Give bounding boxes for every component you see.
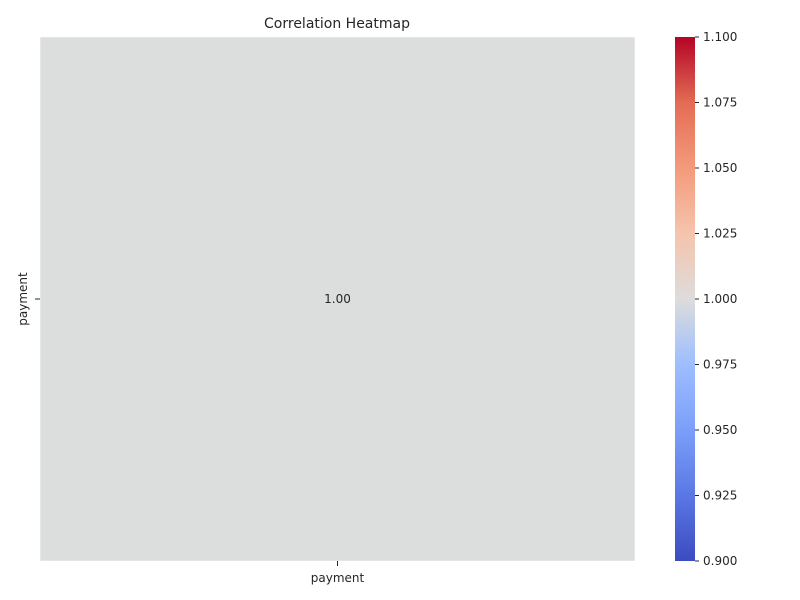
heatmap-cells bbox=[39, 36, 636, 562]
colorbar-tick-label: 1.050 bbox=[703, 161, 737, 175]
colorbar-tick-label: 1.025 bbox=[703, 227, 737, 241]
colorbar-tick-label: 1.000 bbox=[703, 292, 737, 306]
heatmap-cell bbox=[39, 36, 636, 562]
y-tick-label: payment bbox=[16, 272, 30, 326]
colorbar-tick-label: 0.975 bbox=[703, 358, 737, 372]
colorbar-gradient bbox=[675, 37, 695, 561]
colorbar bbox=[675, 37, 695, 561]
colorbar-tick-label: 0.950 bbox=[703, 423, 737, 437]
cell-value-label: 1.00 bbox=[324, 292, 351, 306]
x-axis: payment bbox=[311, 561, 365, 585]
heatmap-cell-labels: 1.00 bbox=[324, 292, 351, 306]
x-tick-label: payment bbox=[311, 571, 365, 585]
y-axis: payment bbox=[16, 272, 40, 326]
colorbar-tick-label: 0.900 bbox=[703, 554, 737, 568]
colorbar-tick-label: 1.100 bbox=[703, 30, 737, 44]
colorbar-ticks: 0.900 0.925 0.950 0.975 1.000 1.025 1.050 1.075… bbox=[695, 30, 737, 568]
colorbar-tick-label: 0.925 bbox=[703, 489, 737, 503]
colorbar-tick-label: 1.075 bbox=[703, 96, 737, 110]
chart-title: Correlation Heatmap bbox=[264, 16, 410, 32]
